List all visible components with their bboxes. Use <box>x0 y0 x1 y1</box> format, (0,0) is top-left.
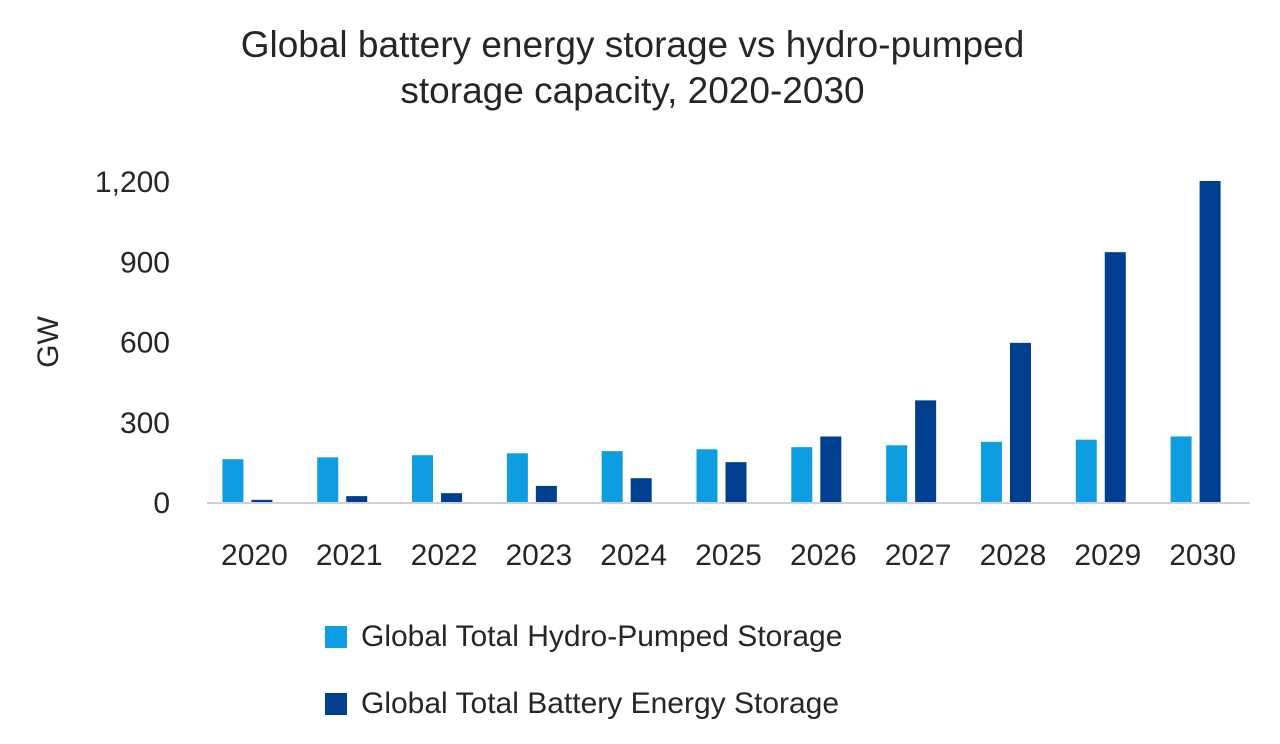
y-tick-label: 600 <box>120 327 170 360</box>
bar-hydro-2024 <box>601 451 623 502</box>
y-tick-label: 0 <box>153 487 170 520</box>
bar-battery-2028 <box>1009 342 1031 502</box>
bar-battery-2029 <box>1104 252 1126 502</box>
chart-title-line-2: storage capacity, 2020-2030 <box>400 70 865 111</box>
x-tick-label: 2028 <box>980 539 1047 572</box>
legend-swatch-hydro <box>325 626 347 648</box>
x-tick-label: 2027 <box>885 539 952 572</box>
legend-item-hydro: Global Total Hydro-Pumped Storage <box>325 620 842 654</box>
legend-swatch-battery <box>325 693 347 715</box>
bar-hydro-2021 <box>317 457 339 502</box>
bar-battery-2022 <box>441 493 463 502</box>
bar-hydro-2027 <box>886 445 908 502</box>
x-tick-label: 2030 <box>1169 539 1236 572</box>
bar-battery-2025 <box>725 462 747 502</box>
y-axis-label: GW <box>32 315 65 367</box>
x-tick-label: 2022 <box>411 539 478 572</box>
bar-hydro-2026 <box>791 447 813 502</box>
bar-battery-2021 <box>346 496 368 502</box>
bar-battery-2023 <box>535 485 557 502</box>
y-tick-label: 300 <box>120 407 170 440</box>
bar-hydro-2025 <box>696 449 718 502</box>
x-tick-label: 2029 <box>1074 539 1141 572</box>
bar-battery-2027 <box>915 400 937 502</box>
y-tick-label: 1,200 <box>95 166 170 199</box>
bar-hydro-2029 <box>1075 439 1097 502</box>
x-tick-label: 2025 <box>695 539 762 572</box>
y-tick-label: 900 <box>120 246 170 279</box>
chart-title: Global battery energy storage vs hydro-p… <box>0 22 1265 114</box>
bar-battery-2024 <box>630 478 652 502</box>
legend-item-battery: Global Total Battery Energy Storage <box>325 687 839 721</box>
bar-hydro-2020 <box>222 459 244 502</box>
bar-battery-2030 <box>1199 181 1221 502</box>
x-tick-label: 2023 <box>505 539 572 572</box>
x-tick-label: 2026 <box>790 539 857 572</box>
legend-label-battery: Global Total Battery Energy Storage <box>361 687 840 720</box>
bar-hydro-2023 <box>506 453 528 502</box>
x-tick-label: 2021 <box>316 539 383 572</box>
x-tick-label: 2020 <box>221 539 288 572</box>
bar-hydro-2030 <box>1170 436 1192 502</box>
bar-hydro-2028 <box>980 441 1002 502</box>
x-tick-label: 2024 <box>600 539 667 572</box>
bar-battery-2020 <box>251 499 273 502</box>
bar-hydro-2022 <box>412 455 434 502</box>
legend-label-hydro: Global Total Hydro-Pumped Storage <box>361 620 843 653</box>
chart-title-line-1: Global battery energy storage vs hydro-p… <box>240 24 1025 65</box>
bar-battery-2026 <box>820 436 842 502</box>
